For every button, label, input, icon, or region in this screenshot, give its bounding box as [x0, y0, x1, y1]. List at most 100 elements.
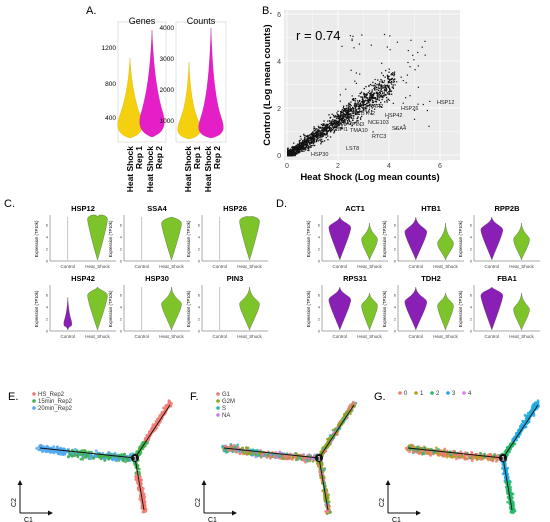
scatter-point: [324, 124, 326, 126]
violin-xlabel-heat-shock: Heat_Shock: [85, 264, 110, 269]
scatter-point: [300, 146, 302, 148]
genes-title: Genes: [129, 16, 156, 26]
scatter-point: [292, 150, 295, 152]
scatter-point: [337, 122, 339, 124]
scatter-point: [324, 126, 327, 128]
violin-tick: 4: [394, 305, 397, 310]
trajectory-point: [66, 455, 70, 459]
scatter-point: [333, 123, 335, 125]
scatter-point: [342, 118, 344, 120]
trajectory-point: [121, 458, 125, 462]
scatter-point: [366, 102, 368, 105]
violin-tick: 0: [46, 259, 49, 264]
scatter-point: [394, 84, 396, 86]
scatter-point: [379, 81, 381, 83]
scatter-point: [299, 135, 302, 138]
scatter-gridlines: [284, 10, 460, 160]
scatter-point: [388, 99, 390, 101]
scatter-point: [347, 107, 349, 109]
scatter-point: [376, 95, 379, 97]
scatter-point: [352, 119, 354, 121]
scatter-point: [338, 120, 340, 122]
scatter-point: [369, 97, 371, 100]
scatter-point: [351, 95, 353, 97]
trajectory-point: [68, 452, 72, 456]
scatter-point: [293, 153, 295, 155]
scatter-point: [351, 38, 353, 40]
scatter-point: [386, 74, 389, 76]
scatter-point: [368, 85, 370, 87]
scatter-point: [362, 109, 365, 111]
violin-xlabel-heat-shock: Heat_Shock: [357, 334, 382, 339]
violin-gene-title: PIN3: [227, 274, 244, 283]
scatter-point: [361, 96, 363, 98]
scatter-point: [381, 81, 383, 84]
scatter-point: [355, 113, 357, 116]
scatter-point: [366, 94, 368, 96]
scatter-point: [337, 116, 339, 118]
violin-xlabel-control: Control: [61, 334, 76, 339]
scatter-point: [305, 135, 307, 137]
trajectory-point: [445, 455, 449, 459]
scatter-point: [333, 130, 336, 132]
trajectory-point: [164, 404, 168, 407]
scatter-point: [360, 103, 362, 106]
scatter-point: [386, 99, 388, 102]
violin-counts-rep2: [198, 27, 224, 139]
scatter-point: [400, 76, 402, 78]
scatter-point: [317, 140, 319, 142]
scatter-point: [412, 54, 414, 56]
scatter-point: [323, 130, 325, 132]
violin-gene-title: HSP42: [71, 274, 95, 283]
violin-tick: 2: [470, 317, 473, 322]
scatter-point: [332, 120, 334, 122]
trajectory-point: [322, 476, 326, 480]
scatter-point: [377, 87, 379, 89]
scatter-point: [287, 147, 289, 149]
scatter-point: [338, 127, 340, 129]
scatter-point: [346, 122, 349, 124]
scatter-point: [329, 127, 331, 129]
scatter-point: [344, 120, 346, 122]
scatter-point: [354, 102, 356, 104]
scatter-point: [355, 121, 357, 123]
scatter-point: [368, 101, 370, 104]
scatter-point: [377, 98, 379, 101]
scatter-point: [382, 85, 384, 87]
scatter-point: [295, 145, 297, 148]
scatter-point: [317, 133, 319, 135]
scatter-point: [375, 85, 377, 87]
trajectory-point: [234, 445, 238, 449]
scatter-point: [357, 111, 359, 113]
trajectory-point: [87, 450, 91, 454]
scatter-point: [322, 131, 324, 133]
scatter-point: [296, 144, 298, 147]
scatter-point: [292, 146, 294, 148]
panel-f-label: F.: [190, 391, 199, 403]
scatter-point: [297, 146, 299, 148]
scatter-point: [355, 110, 357, 112]
scatter-point: [342, 111, 344, 113]
scatter-point: [310, 133, 312, 136]
scatter-point: [381, 96, 383, 98]
scatter-point: [353, 109, 355, 112]
scatter-point: [340, 117, 343, 120]
scatter-point: [318, 132, 321, 134]
violin-tick: 4: [120, 235, 123, 240]
violin-tick: 4: [46, 235, 49, 240]
scatter-point: [389, 93, 391, 96]
scatter-point: [313, 134, 316, 136]
scatter-point: [310, 139, 312, 141]
branch-node-label: 1: [501, 457, 505, 463]
scatter-point: [287, 150, 289, 152]
scatter-point: [320, 130, 322, 132]
scatter-point: [380, 106, 383, 108]
trajectory-point: [59, 450, 63, 454]
trajectory-point: [286, 454, 290, 458]
scatter-y-ticks: 0 2 4 6: [277, 12, 281, 160]
trajectory-point: [267, 453, 270, 457]
scatter-point: [389, 82, 391, 84]
scatter-point: [364, 103, 367, 106]
